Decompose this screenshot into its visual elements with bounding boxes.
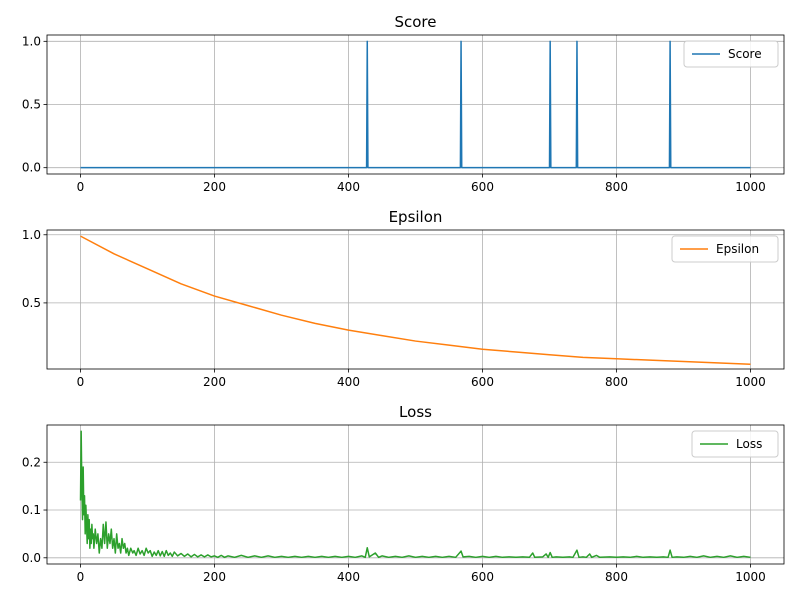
x-tick-label: 600	[471, 180, 494, 194]
x-tick-label: 600	[471, 570, 494, 584]
x-tick-label: 800	[605, 180, 628, 194]
y-tick-label: 0.2	[22, 455, 41, 469]
x-tick-label: 600	[471, 375, 494, 389]
x-tick-label: 200	[203, 570, 226, 584]
axes-frame	[46, 229, 785, 370]
legend: Epsilon	[671, 235, 779, 263]
series-line-score	[80, 40, 751, 169]
legend: Score	[683, 40, 779, 68]
legend-box	[683, 40, 779, 68]
y-tick-label: 0.5	[22, 296, 41, 310]
axes-frame	[46, 34, 785, 175]
x-tick-label: 1000	[735, 570, 766, 584]
subplot-epsilon: Epsilon 0 200 400 600 800 1000 0.5 1.0 Epsilon	[22, 208, 785, 389]
legend-box	[671, 235, 779, 263]
y-tick-label: 1.0	[22, 228, 41, 242]
legend-label: Score	[728, 47, 762, 61]
legend: Loss	[691, 430, 779, 458]
series-line-epsilon	[80, 235, 751, 365]
x-tick-label: 200	[203, 375, 226, 389]
chart-title: Loss	[399, 403, 432, 421]
axes-frame	[46, 424, 785, 565]
subplot-loss: Loss 0 200 400 600 800 1000 0.0 0.1 0.2 Loss	[22, 403, 785, 584]
x-tick-label: 400	[337, 180, 360, 194]
x-tick-label: 800	[605, 375, 628, 389]
x-tick-label: 400	[337, 570, 360, 584]
x-tick-label: 1000	[735, 375, 766, 389]
y-tick-label: 0.0	[22, 161, 41, 175]
subplot-score: Score 0 200 400 600 800 1000 0.0 0.5 1.0 Score	[22, 13, 785, 194]
x-tick-label: 0	[77, 180, 85, 194]
x-tick-label: 400	[337, 375, 360, 389]
x-tick-label: 200	[203, 180, 226, 194]
y-tick-label: 0.5	[22, 98, 41, 112]
y-tick-label: 0.0	[22, 551, 41, 565]
x-tick-label: 800	[605, 570, 628, 584]
x-tick-label: 1000	[735, 180, 766, 194]
x-tick-label: 0	[77, 570, 85, 584]
legend-box	[691, 430, 779, 458]
y-tick-label: 1.0	[22, 34, 41, 48]
y-tick-label: 0.1	[22, 503, 41, 517]
series-line-loss	[79, 430, 751, 559]
x-tick-label: 0	[77, 375, 85, 389]
legend-label: Loss	[736, 437, 762, 451]
chart-title: Epsilon	[389, 208, 443, 226]
chart-title: Score	[394, 13, 436, 31]
legend-label: Epsilon	[716, 242, 759, 256]
